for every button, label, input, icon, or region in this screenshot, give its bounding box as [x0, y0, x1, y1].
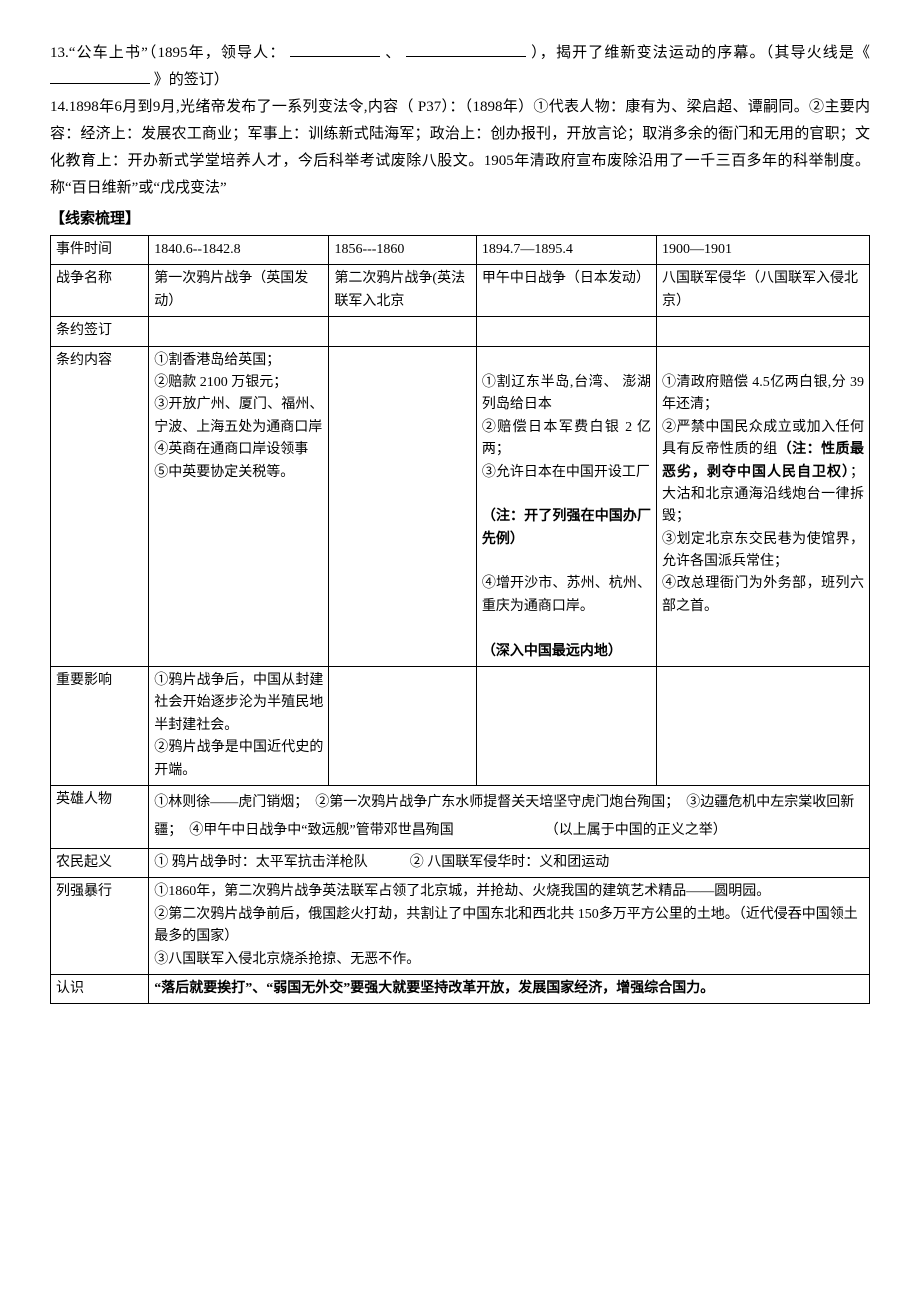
war-c4: 八国联军侵华（八国联军入侵北京）	[657, 265, 870, 317]
war-c1: 第一次鸦片战争（英国发动）	[149, 265, 329, 317]
label-uprising: 农民起义	[51, 848, 149, 877]
p13-mid: 、	[385, 45, 401, 61]
blank-leader-2	[406, 41, 526, 57]
blank-leader-1	[290, 41, 380, 57]
label-treaty: 条约签订	[51, 317, 149, 346]
heroes-cell: ①林则徐——虎门销烟； ②第一次鸦片战争广东水师提督关天培坚守虎门炮台殉国； ③…	[149, 785, 870, 848]
content-c2	[329, 346, 476, 666]
c3c: ④增开沙市、苏州、杭州、重庆为通商口岸。	[482, 576, 651, 613]
row-war: 战争名称 第一次鸦片战争（英国发动） 第二次鸦片战争(英法联军入北京 甲午中日战…	[51, 265, 870, 317]
c3a: ①割辽东半岛,台湾、 澎湖列岛给日本 ②赔偿日本军费白银 2 亿两； ③允许日本…	[482, 375, 651, 480]
row-atrocity: 列强暴行 ①1860年，第二次鸦片战争英法联军占领了北京城，并抢劫、火烧我国的建…	[51, 878, 870, 975]
summary-table: 事件时间 1840.6--1842.8 1856---1860 1894.7—1…	[50, 235, 870, 1004]
label-time: 事件时间	[51, 236, 149, 265]
treaty-c3	[476, 317, 656, 346]
row-heroes: 英雄人物 ①林则徐——虎门销烟； ②第一次鸦片战争广东水师提督关天培坚守虎门炮台…	[51, 785, 870, 848]
uprising-cell: ① 鸦片战争时：太平军抗击洋枪队 ② 八国联军侵华时：义和团运动	[149, 848, 870, 877]
row-treaty: 条约签订	[51, 317, 870, 346]
treaty-c1	[149, 317, 329, 346]
p13-pre: 13.“公车上书”（1895年，领导人：	[50, 45, 285, 61]
row-uprising: 农民起义 ① 鸦片战争时：太平军抗击洋枪队 ② 八国联军侵华时：义和团运动	[51, 848, 870, 877]
label-war: 战争名称	[51, 265, 149, 317]
label-impact: 重要影响	[51, 667, 149, 786]
content-c3: ①割辽东半岛,台湾、 澎湖列岛给日本 ②赔偿日本军费白银 2 亿两； ③允许日本…	[476, 346, 656, 666]
war-c2: 第二次鸦片战争(英法联军入北京	[329, 265, 476, 317]
label-content: 条约内容	[51, 346, 149, 666]
impact-c3	[476, 667, 656, 786]
time-c1: 1840.6--1842.8	[149, 236, 329, 265]
time-c3: 1894.7—1895.4	[476, 236, 656, 265]
time-c2: 1856---1860	[329, 236, 476, 265]
c3b: （注：开了列强在中国办厂先例）	[482, 509, 651, 546]
impact-c4	[657, 667, 870, 786]
row-content: 条约内容 ①割香港岛给英国； ②赔款 2100 万银元； ③开放广州、厦门、福州…	[51, 346, 870, 666]
label-atrocity: 列强暴行	[51, 878, 149, 975]
label-recognition: 认识	[51, 974, 149, 1003]
c3d: （深入中国最远内地）	[482, 644, 622, 659]
content-c4: ①清政府赔偿 4.5亿两白银,分 39 年还清； ②严禁中国民众成立或加入任何具…	[657, 346, 870, 666]
impact-c2	[329, 667, 476, 786]
c4c: ；大沽和北京通海沿线炮台一律拆毁； ③划定北京东交民巷为使馆界，允许各国派兵常住…	[662, 465, 864, 614]
row-impact: 重要影响 ①鸦片战争后，中国从封建社会开始逐步沦为半殖民地半封建社会。 ②鸦片战…	[51, 667, 870, 786]
section-title: 【线索梳理】	[50, 206, 870, 233]
label-heroes: 英雄人物	[51, 785, 149, 848]
treaty-c4	[657, 317, 870, 346]
row-time: 事件时间 1840.6--1842.8 1856---1860 1894.7—1…	[51, 236, 870, 265]
blank-treaty	[50, 68, 150, 84]
recognition-cell: “落后就要挨打”、“弱国无外交”要强大就要坚持改革开放，发展国家经济，增强综合国…	[149, 974, 870, 1003]
p13-post: ），揭开了维新变法运动的序幕。（其导火线是《	[531, 45, 870, 61]
war-c3: 甲午中日战争（日本发动）	[476, 265, 656, 317]
content-c1: ①割香港岛给英国； ②赔款 2100 万银元； ③开放广州、厦门、福州、宁波、上…	[149, 346, 329, 666]
row-recognition: 认识 “落后就要挨打”、“弱国无外交”要强大就要坚持改革开放，发展国家经济，增强…	[51, 974, 870, 1003]
atrocity-cell: ①1860年，第二次鸦片战争英法联军占领了北京城，并抢劫、火烧我国的建筑艺术精品…	[149, 878, 870, 975]
paragraph-13: 13.“公车上书”（1895年，领导人： 、 ），揭开了维新变法运动的序幕。（其…	[50, 40, 870, 94]
treaty-c2	[329, 317, 476, 346]
paragraph-14: 14.1898年6月到9月,光绪帝发布了一系列变法令,内容（ P37）：（189…	[50, 94, 870, 202]
time-c4: 1900—1901	[657, 236, 870, 265]
impact-c1: ①鸦片战争后，中国从封建社会开始逐步沦为半殖民地半封建社会。 ②鸦片战争是中国近…	[149, 667, 329, 786]
p13-end: 》的签订）	[154, 72, 229, 88]
